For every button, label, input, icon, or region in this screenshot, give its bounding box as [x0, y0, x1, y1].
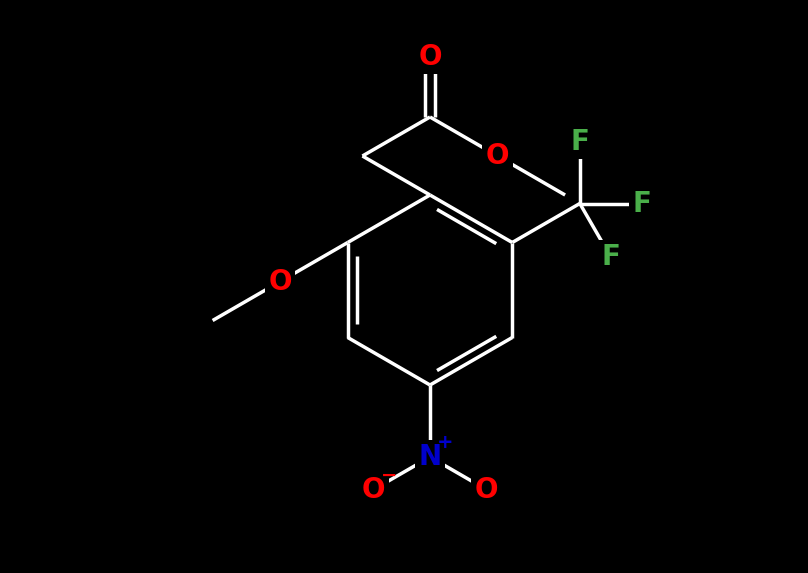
Text: O: O: [362, 476, 385, 504]
Text: O: O: [268, 268, 292, 296]
Text: N: N: [419, 443, 441, 471]
Text: F: F: [601, 243, 621, 271]
Text: F: F: [570, 128, 589, 155]
Text: F: F: [633, 190, 651, 218]
Text: O: O: [486, 142, 509, 170]
Text: O: O: [474, 476, 498, 504]
Text: +: +: [437, 434, 453, 453]
Text: O: O: [419, 43, 442, 71]
Text: −: −: [381, 466, 397, 485]
